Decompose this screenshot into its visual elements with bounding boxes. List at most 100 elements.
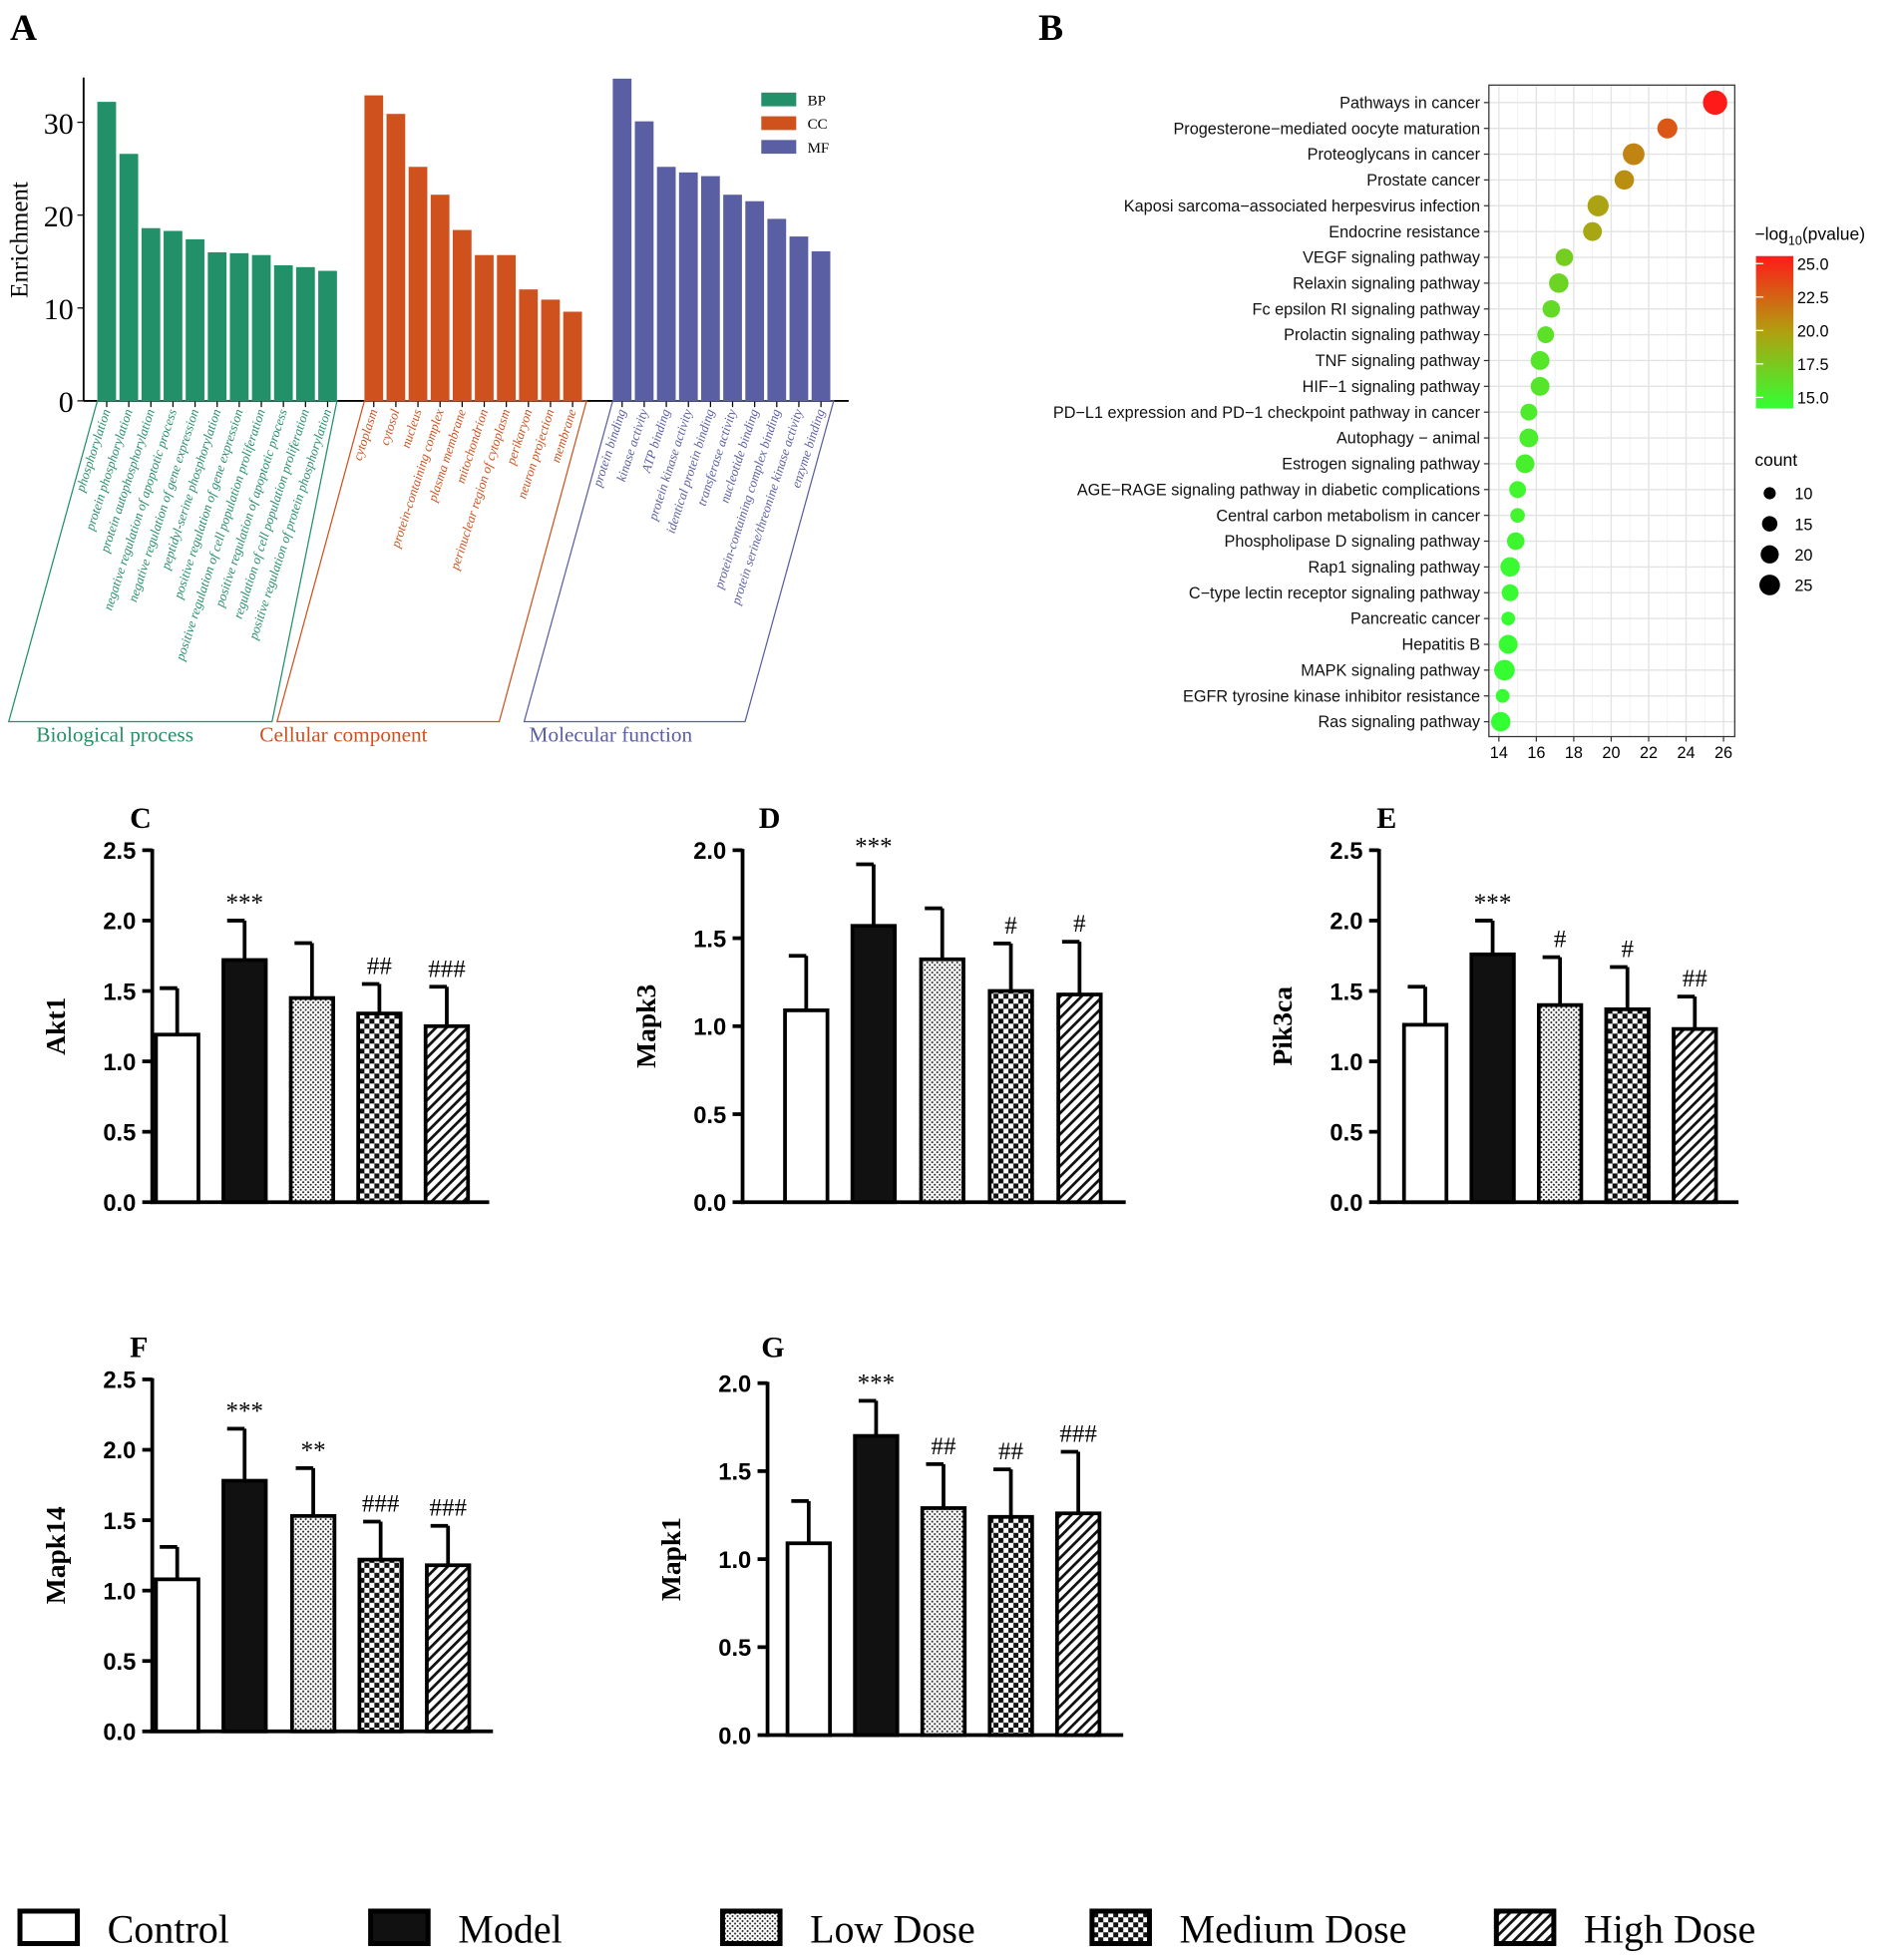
- y-tick-label: AGE−RAGE signaling pathway in diabetic c…: [1077, 481, 1480, 499]
- y-tick-label: 2.0: [693, 838, 726, 865]
- size-legend-label: 15: [1794, 516, 1812, 534]
- significance-label: **: [301, 1437, 326, 1464]
- size-legend-title: count: [1754, 450, 1797, 470]
- y-tick-label: 1.5: [1329, 979, 1362, 1005]
- y-tick-label: TNF signaling pathway: [1316, 352, 1481, 370]
- data-point: [1506, 532, 1525, 551]
- y-tick-label: Ras signaling pathway: [1318, 713, 1480, 731]
- y-tick-label: 0.0: [103, 1720, 136, 1747]
- y-tick-label: 1.0: [718, 1547, 751, 1574]
- y-axis-label: Mapk3: [630, 984, 661, 1068]
- x-tick-label: 20: [1602, 744, 1620, 762]
- color-legend-title: −log10(pvalue): [1754, 223, 1865, 247]
- size-legend-label: 20: [1794, 547, 1812, 565]
- legend-label: CC: [808, 117, 828, 133]
- data-point: [1703, 90, 1727, 116]
- bar-control: [154, 1032, 200, 1205]
- bar: [186, 238, 204, 401]
- data-point: [1583, 221, 1603, 241]
- y-tick-label: 2.5: [103, 838, 136, 865]
- data-point: [1542, 299, 1561, 318]
- significance-label: ***: [225, 890, 263, 917]
- y-tick-label: Prolactin signaling pathway: [1284, 326, 1481, 344]
- y-tick-label: Pathways in cancer: [1339, 94, 1480, 112]
- bar-control: [154, 1577, 200, 1734]
- significance-label: #: [1621, 937, 1634, 964]
- legend-swatch: [368, 1908, 431, 1947]
- bar: [207, 251, 227, 401]
- data-point: [1623, 143, 1645, 166]
- y-axis-label: Enrichment: [7, 182, 34, 298]
- y-tick-label: Fc epsilon RI signaling pathway: [1253, 300, 1481, 318]
- bar: [295, 266, 315, 401]
- bar: [364, 95, 384, 401]
- y-tick-label: 30: [44, 108, 74, 141]
- data-point: [1510, 508, 1525, 523]
- y-tick-label: 1.0: [1329, 1049, 1362, 1076]
- y-tick-label: Hepatitis B: [1401, 636, 1480, 654]
- y-axis-label: Mapk14: [40, 1506, 71, 1604]
- y-tick-label: C−type lectin receptor signaling pathway: [1189, 585, 1481, 602]
- bar: [563, 311, 582, 401]
- bar-medium-dose: [356, 1011, 403, 1205]
- color-tick-label: 20.0: [1797, 323, 1829, 341]
- bar-medium-dose: [357, 1557, 404, 1734]
- y-axis-label: Mapk1: [655, 1517, 686, 1601]
- y-tick-label: 0.5: [103, 1119, 136, 1146]
- x-tick-label: 16: [1527, 744, 1545, 762]
- color-tick-label: 22.5: [1797, 289, 1829, 307]
- bar-high-dose: [1672, 1026, 1718, 1205]
- x-tick-label: 18: [1565, 744, 1583, 762]
- legend-label: BP: [808, 93, 826, 109]
- panel-label: G: [761, 1331, 784, 1364]
- bar: [612, 78, 632, 401]
- group-label: Biological process: [36, 722, 193, 746]
- panel-label: B: [1038, 8, 1063, 49]
- y-tick-label: 0: [59, 386, 74, 419]
- bar-medium-dose: [987, 988, 1034, 1205]
- bar: [767, 218, 787, 401]
- legend-label: High Dose: [1584, 1906, 1755, 1951]
- bar-model: [850, 924, 898, 1205]
- y-tick-label: 0.5: [103, 1649, 136, 1676]
- data-point: [1549, 273, 1569, 293]
- y-tick-label: EGFR tyrosine kinase inhibitor resistanc…: [1183, 687, 1480, 705]
- data-point: [1494, 659, 1515, 681]
- significance-label: ***: [855, 833, 893, 860]
- y-tick-label: 1.0: [103, 1049, 136, 1076]
- group-label: Cellular component: [259, 722, 427, 746]
- y-tick-label: 0.5: [693, 1102, 726, 1129]
- y-tick-label: Prostate cancer: [1366, 172, 1480, 190]
- significance-label: ###: [428, 956, 466, 982]
- size-legend-dot: [1763, 487, 1776, 500]
- significance-label: ***: [858, 1370, 896, 1396]
- chart-mapk3: D 0.0 0.5 1.0 1.5 2.0 Mapk3 *** # #: [630, 802, 1126, 1217]
- y-tick-label: 0.0: [693, 1190, 726, 1217]
- size-legend-dot: [1761, 516, 1778, 532]
- bar: [656, 167, 676, 401]
- group-bracket: [523, 400, 835, 723]
- bar: [141, 227, 161, 401]
- bar-low-dose: [920, 1506, 967, 1738]
- y-tick-label: 2.5: [103, 1368, 136, 1394]
- bar-model: [221, 958, 268, 1205]
- x-tick-label: 26: [1714, 744, 1732, 762]
- color-legend-title-part: −log: [1754, 223, 1788, 243]
- panel-label: E: [1376, 802, 1396, 835]
- y-tick-label: 20: [44, 200, 74, 233]
- size-legend-dot: [1759, 575, 1780, 595]
- panel-label: A: [10, 8, 37, 49]
- bar-control: [1401, 1022, 1449, 1205]
- y-tick-label: Proteoglycans in cancer: [1308, 146, 1481, 164]
- size-legend-label: 10: [1794, 486, 1812, 504]
- y-tick-label: Endocrine resistance: [1328, 223, 1480, 241]
- panel-label: C: [130, 802, 152, 835]
- data-point: [1555, 248, 1574, 266]
- y-tick-label: HIF−1 signaling pathway: [1303, 378, 1481, 396]
- data-point: [1657, 118, 1678, 139]
- significance-label: ###: [362, 1490, 400, 1517]
